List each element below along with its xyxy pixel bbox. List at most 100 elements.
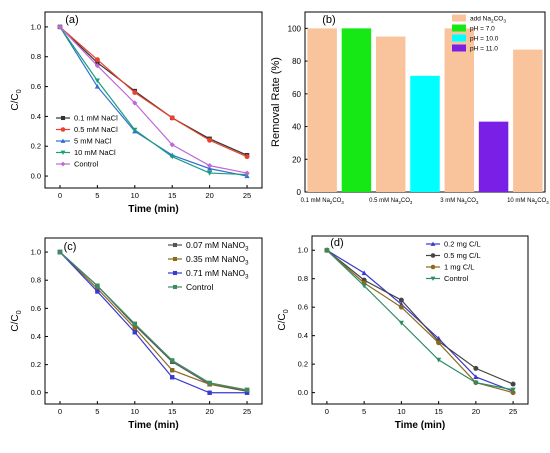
category-label: 0.5 mM Na2CO3: [369, 198, 413, 205]
y-tick-label: 40: [292, 123, 301, 132]
y-tick-label: 0: [297, 188, 302, 197]
legend-entry: 5 mM NaCl: [56, 137, 112, 146]
y-tick-label: 0.6: [298, 303, 308, 312]
legend-entry: Control: [56, 160, 99, 169]
y-tick-label: 100: [288, 24, 302, 33]
bar: [478, 121, 509, 192]
legend-label: 1 mg C/L: [444, 263, 474, 272]
y-tick-label: 20: [292, 155, 301, 164]
x-tick-label: 5: [362, 407, 366, 416]
y-tick-label: 0.4: [298, 331, 308, 340]
series-line: [326, 249, 514, 385]
data-point: [132, 127, 138, 133]
x-tick-label: 10: [131, 407, 139, 416]
data-point: [510, 387, 516, 393]
chart-panel-2: (c) 0 5 10 15 20 25 0.0 0.2 0.4 0.6 0.8 1.0 Time (min…: [10, 237, 263, 431]
x-tick-label: 20: [472, 407, 480, 416]
data-point: [95, 60, 100, 65]
y-tick-label: 0.0: [298, 388, 308, 397]
data-point: [244, 390, 250, 395]
y-tick-label: 0.0: [31, 388, 41, 397]
data-point: [244, 387, 250, 393]
data-point: [207, 137, 213, 143]
data-point: [169, 368, 175, 373]
x-tick-label: 15: [434, 407, 442, 416]
legend-marker: [60, 161, 66, 167]
legend-entry: 0.5 mg C/L: [426, 251, 481, 260]
legend-label: Control: [186, 282, 214, 292]
data-point: [473, 374, 479, 380]
x-tick-label: 5: [95, 191, 99, 200]
x-tick-label: 0: [58, 407, 62, 416]
legend-label: 0.5 mM NaCl: [74, 125, 118, 134]
data-point: [398, 297, 404, 303]
legend-marker: [430, 276, 436, 281]
legend-entry: 0.07 mM NaNO3: [168, 240, 249, 253]
y-tick-label: 0.6: [31, 82, 41, 91]
y-axis-label: C/C0: [10, 89, 23, 110]
panel-label: (d): [330, 237, 343, 249]
panel-label: (a): [65, 14, 78, 26]
data-point: [95, 289, 100, 294]
data-point: [169, 358, 175, 363]
legend-entry: pH = 10.0: [452, 34, 499, 43]
legend-label: pH = 10.0: [470, 36, 499, 43]
data-point: [169, 142, 175, 148]
series-line: [59, 26, 248, 176]
x-axis-label: Time (min): [128, 204, 178, 215]
plot-frame: [44, 11, 263, 189]
legend-marker: [172, 270, 178, 276]
x-tick-label: 20: [205, 191, 213, 200]
legend-entry: pH = 11.0: [452, 44, 498, 53]
data-point: [132, 100, 138, 106]
legend-entry: 0.35 mM NaNO3: [168, 254, 249, 267]
legend-entry: 0.71 mM NaNO3: [168, 268, 249, 281]
legend-entry: 0.2 mg C/L: [426, 240, 481, 249]
legend-swatch: [452, 14, 466, 22]
legend-label: 0.2 mg C/L: [444, 240, 481, 249]
y-tick-label: 0.4: [31, 112, 41, 121]
data-point: [436, 340, 442, 346]
x-axis-label: Time (min): [395, 420, 445, 431]
y-tick-label: 0.8: [31, 52, 41, 61]
data-point: [324, 248, 330, 253]
legend-label: 0.07 mM NaNO3: [186, 240, 249, 253]
legend-swatch: [452, 24, 466, 32]
legend-marker: [430, 253, 436, 258]
x-tick-label: 10: [397, 407, 405, 416]
y-tick-label: 0.8: [298, 274, 308, 283]
legend-entry: Control: [426, 274, 469, 283]
x-axis-label: Time (min): [128, 420, 178, 431]
category-label: 3 mM Na2CO3: [440, 198, 479, 205]
y-tick-label: 80: [292, 57, 301, 66]
y-tick-label: 0.2: [298, 360, 308, 369]
legend-entry: Control: [168, 282, 214, 292]
y-tick-label: 0.6: [31, 304, 41, 313]
legend-marker: [172, 242, 178, 248]
data-point: [207, 166, 213, 171]
y-tick-label: 1.0: [31, 248, 41, 257]
series-line: [59, 251, 248, 391]
legend-entry: 1 mg C/L: [426, 263, 474, 272]
plot-frame: [311, 235, 529, 405]
x-tick-label: 15: [168, 191, 176, 200]
data-point: [244, 170, 250, 176]
data-point: [473, 380, 479, 386]
x-tick-label: 15: [168, 407, 176, 416]
x-tick-label: 25: [243, 191, 251, 200]
legend-marker: [172, 284, 178, 290]
legend-label: 0.35 mM NaNO3: [186, 254, 249, 267]
data-point: [57, 249, 63, 255]
x-tick-label: 10: [131, 191, 139, 200]
data-point: [510, 381, 516, 387]
series-4: [57, 24, 250, 176]
data-point: [94, 83, 100, 89]
y-tick-label: 0.8: [31, 276, 41, 285]
panel-label: (c): [64, 241, 77, 253]
legend-marker: [430, 264, 436, 270]
legend-marker: [60, 115, 66, 121]
data-point: [95, 286, 100, 291]
y-tick-label: 0.2: [31, 360, 41, 369]
legend-entry: pH = 7.0: [452, 24, 495, 33]
